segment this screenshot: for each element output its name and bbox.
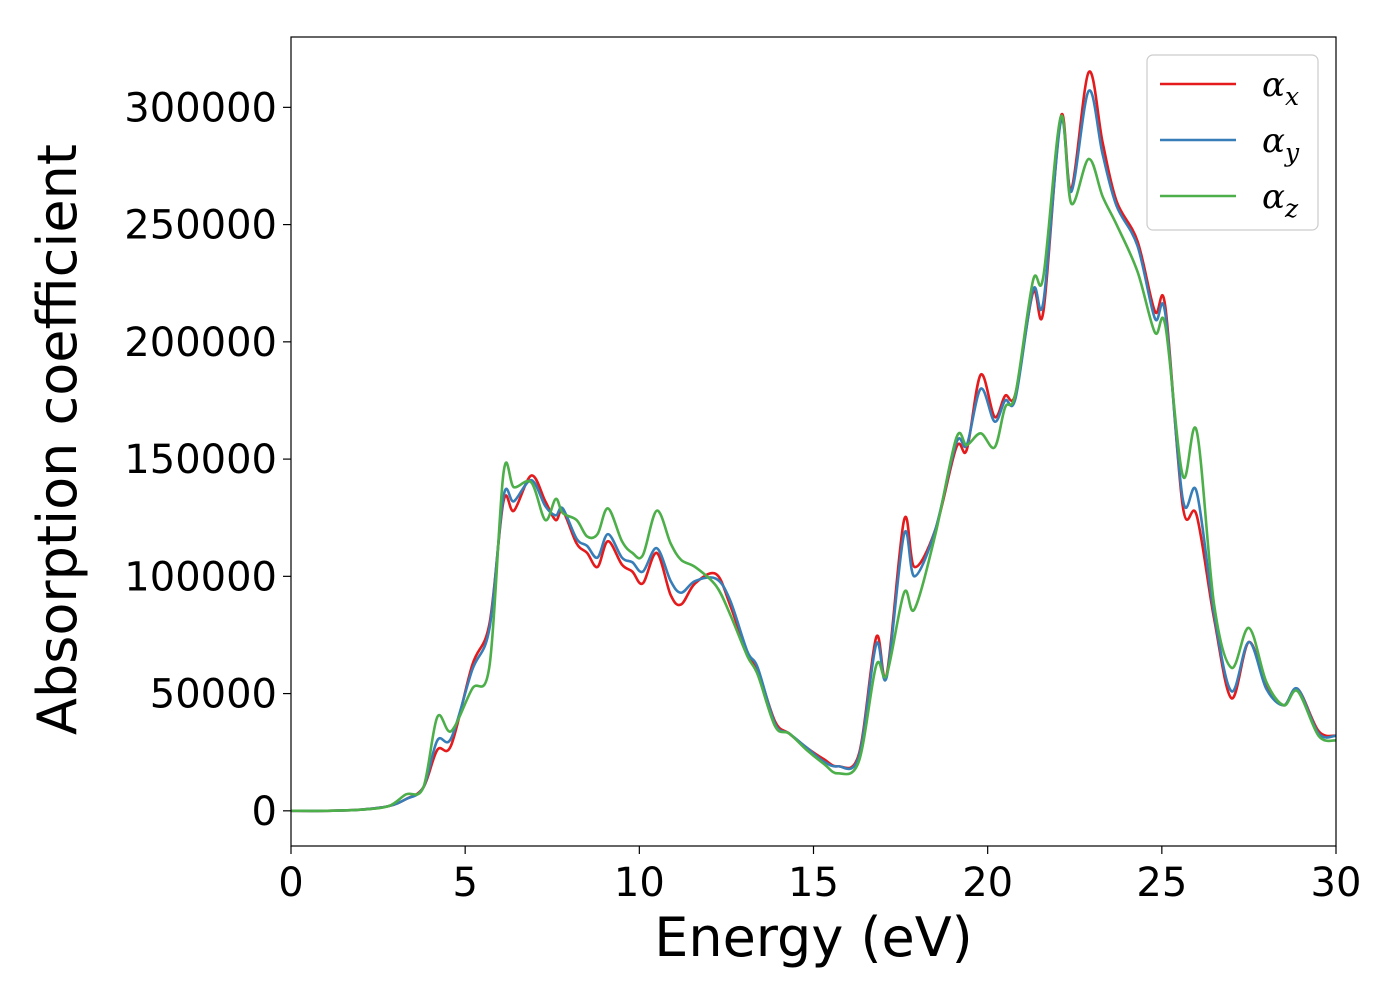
y-tick-label: 0	[252, 789, 277, 835]
y-tick-label: 300000	[124, 85, 277, 131]
x-axis-label: Energy (eV)	[654, 906, 973, 969]
legend-label-z: αz	[1262, 177, 1299, 223]
y-tick-label: 50000	[150, 672, 277, 718]
y-tick-label: 150000	[124, 437, 277, 483]
series-line-z	[291, 114, 1336, 813]
y-axis: 0 50000 100000 150000 200000 250000 300000	[124, 85, 291, 835]
y-tick-label: 100000	[124, 554, 277, 600]
x-tick-label: 15	[788, 860, 839, 906]
series-layer	[291, 70, 1336, 813]
legend-label-y: αy	[1262, 121, 1300, 167]
y-axis-label: Absorption coefficient	[26, 144, 89, 735]
x-tick-label: 25	[1136, 860, 1187, 906]
x-tick-label: 5	[452, 860, 477, 906]
x-tick-label: 30	[1311, 860, 1362, 906]
series-line-y	[291, 89, 1336, 813]
y-tick-label: 250000	[124, 203, 277, 249]
legend-box	[1146, 54, 1319, 231]
x-tick-label: 20	[962, 860, 1013, 906]
legend: αx αy αz	[1146, 54, 1319, 231]
legend-label-x: αx	[1262, 65, 1299, 111]
x-axis: 0 5 10 15 20 25 30	[278, 846, 1361, 906]
x-tick-label: 10	[614, 860, 665, 906]
x-tick-label: 0	[278, 860, 303, 906]
y-tick-label: 200000	[124, 320, 277, 366]
